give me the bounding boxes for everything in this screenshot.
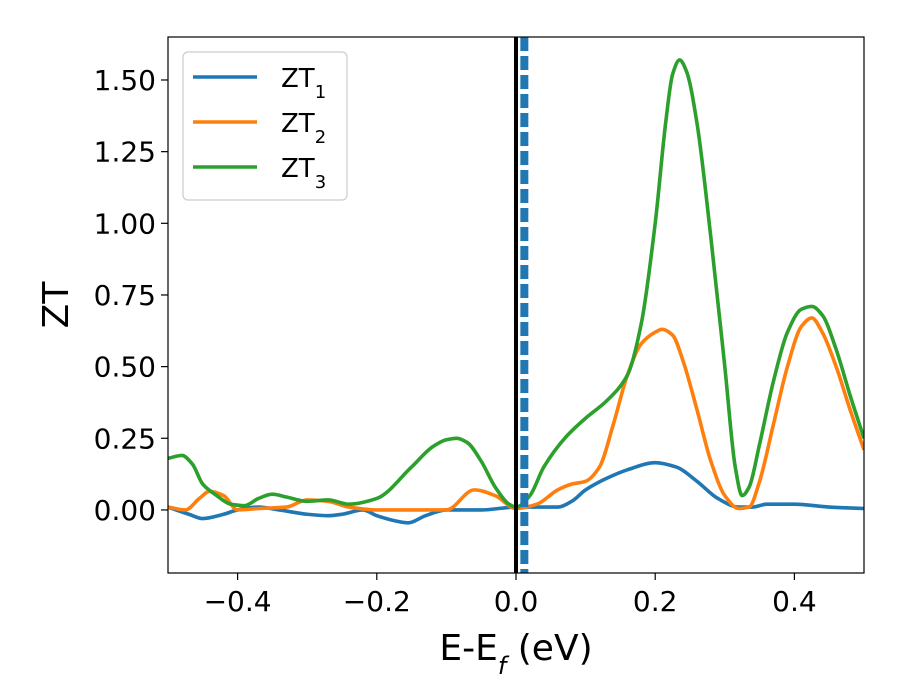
legend-label-subscript: 3: [315, 172, 326, 193]
x-tick-label: −0.4: [204, 585, 272, 618]
legend-label-subscript: 2: [315, 127, 326, 148]
y-tick-label: 0.00: [94, 494, 156, 527]
x-axis-label: E-Ef (eV): [439, 628, 592, 680]
x-axis-label-unit: (eV): [506, 628, 592, 669]
y-tick-label: 0.75: [94, 279, 156, 312]
legend-box: [182, 51, 348, 201]
legend-label-zt1: ZT1: [281, 64, 326, 103]
y-axis-label: ZT: [36, 281, 77, 329]
legend-label-zt2: ZT2: [281, 109, 326, 148]
x-tick-label: −0.2: [343, 585, 411, 618]
plot-area: [168, 37, 864, 573]
x-tick-label: 0.4: [772, 585, 817, 618]
x-axis-label-main: E-E: [439, 628, 497, 669]
legend-label-main: ZT: [281, 154, 315, 184]
y-tick-label: 1.50: [94, 64, 156, 97]
y-tick-label: 0.50: [94, 351, 156, 384]
x-tick-label: 0.0: [494, 585, 539, 618]
axes: −0.4 −0.2 0.0 0.2 0.4 0.00 0.25 0.50 0.75 1.00 1.2…: [36, 64, 817, 680]
y-tick-label: 1.00: [94, 207, 156, 240]
series-line-zt3: [168, 58, 864, 509]
legend-label-zt3: ZT3: [281, 154, 326, 193]
series-line-zt2: [168, 316, 864, 512]
legend-label-main: ZT: [281, 109, 315, 139]
legend-label-main: ZT: [281, 64, 315, 94]
y-tick-label: 0.25: [94, 422, 156, 455]
y-tick-label: 1.25: [94, 136, 156, 169]
legend-label-subscript: 1: [315, 82, 326, 103]
x-tick-label: 0.2: [633, 585, 678, 618]
